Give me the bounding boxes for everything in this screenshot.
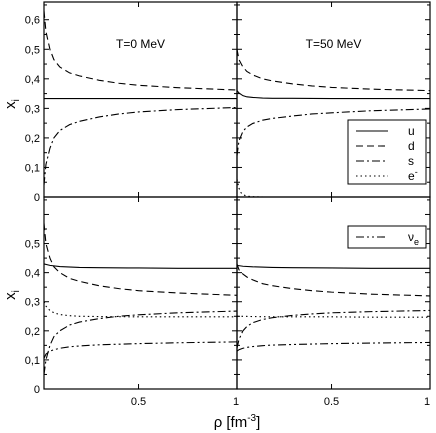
legend-label-d: d [408, 139, 415, 153]
y-tick-label: 0,2 [25, 326, 40, 338]
x-tick-label: 0.5 [324, 396, 339, 408]
series-line-s [237, 309, 430, 349]
series-line-u [44, 263, 237, 269]
panel-top-left: T=0 MeV [43, 1, 238, 198]
y-axis-title-sub: i [11, 99, 22, 101]
y-tick-label: 0,3 [25, 297, 40, 309]
y-axis-title-top: xi [2, 99, 22, 109]
x-tick-label: 1 [233, 396, 239, 408]
panel-frame [43, 196, 238, 390]
y-axis-title-sub: i [11, 290, 22, 292]
series-line-u [237, 90, 430, 100]
series-line-s [237, 108, 430, 156]
panel-frame [236, 196, 431, 390]
series-line-nu [237, 341, 430, 352]
panel-bottom-left [43, 196, 238, 390]
panel-bottom-right [236, 196, 431, 390]
y-tick-label: 0,2 [25, 133, 40, 145]
series-line-s [44, 106, 237, 186]
x-axis-title-sup: -3 [247, 413, 256, 424]
series-line-d [237, 263, 430, 297]
legend-label-s: s [408, 154, 414, 168]
x-axis-title-end: ] [256, 414, 260, 431]
series-line-d [237, 49, 430, 92]
y-tick-label: 0 [34, 192, 40, 204]
series-line-e [237, 315, 430, 318]
panel-top-right: T=50 MeV [236, 1, 431, 198]
panel-annotation: T=50 MeV [306, 37, 362, 51]
legend-label-sup: - [415, 167, 418, 177]
legend-label-text: ν [408, 230, 414, 244]
legend-label-nu: νe [408, 230, 419, 247]
x-axis-title: ρ [fm-3] [214, 413, 261, 431]
series-line-d [44, 10, 237, 91]
series-line-d [44, 223, 237, 296]
legend-label-text: s [408, 154, 414, 168]
series-group [237, 49, 430, 197]
y-tick-label: 0,4 [25, 74, 40, 86]
series-line-u [237, 264, 430, 269]
series-group [237, 263, 430, 352]
x-tick-label: 1 [424, 396, 430, 408]
legend-bottom: νe [347, 225, 427, 249]
x-tick-label: 0.5 [131, 396, 146, 408]
legend-label-u: u [408, 124, 415, 138]
panel-frame [43, 1, 238, 198]
y-tick-label: 0,4 [25, 268, 40, 280]
legend-label-sub: e [414, 237, 419, 247]
series-group [44, 223, 237, 375]
y-tick-label: 0,6 [25, 15, 40, 27]
y-tick-label: 0,5 [25, 44, 40, 56]
legend-label-text: e [408, 169, 415, 183]
legend-box [347, 225, 427, 249]
y-tick-label: 0,5 [25, 239, 40, 251]
y-tick-label: 0 [34, 384, 40, 396]
panel-annotation: T=0 MeV [116, 37, 165, 51]
legend-label-e: e- [408, 167, 418, 183]
series-line-nu [44, 341, 237, 359]
y-tick-label: 0,1 [25, 355, 40, 367]
legend-label-text: d [408, 139, 415, 153]
y-axis-title-bottom: xi [2, 290, 22, 300]
y-tick-label: 0,3 [25, 103, 40, 115]
series-line-s [44, 310, 237, 375]
series-group [44, 10, 237, 186]
y-tick-label: 0,1 [25, 162, 40, 174]
legend-label-text: u [408, 124, 415, 138]
series-line-e [237, 179, 273, 197]
panels: T=0 MeV T=50 MeV 0 0,1 0,2 0,3 0,4 0,5 0,6 0 0,1 0,… [25, 1, 431, 408]
series-line-e [44, 301, 237, 318]
